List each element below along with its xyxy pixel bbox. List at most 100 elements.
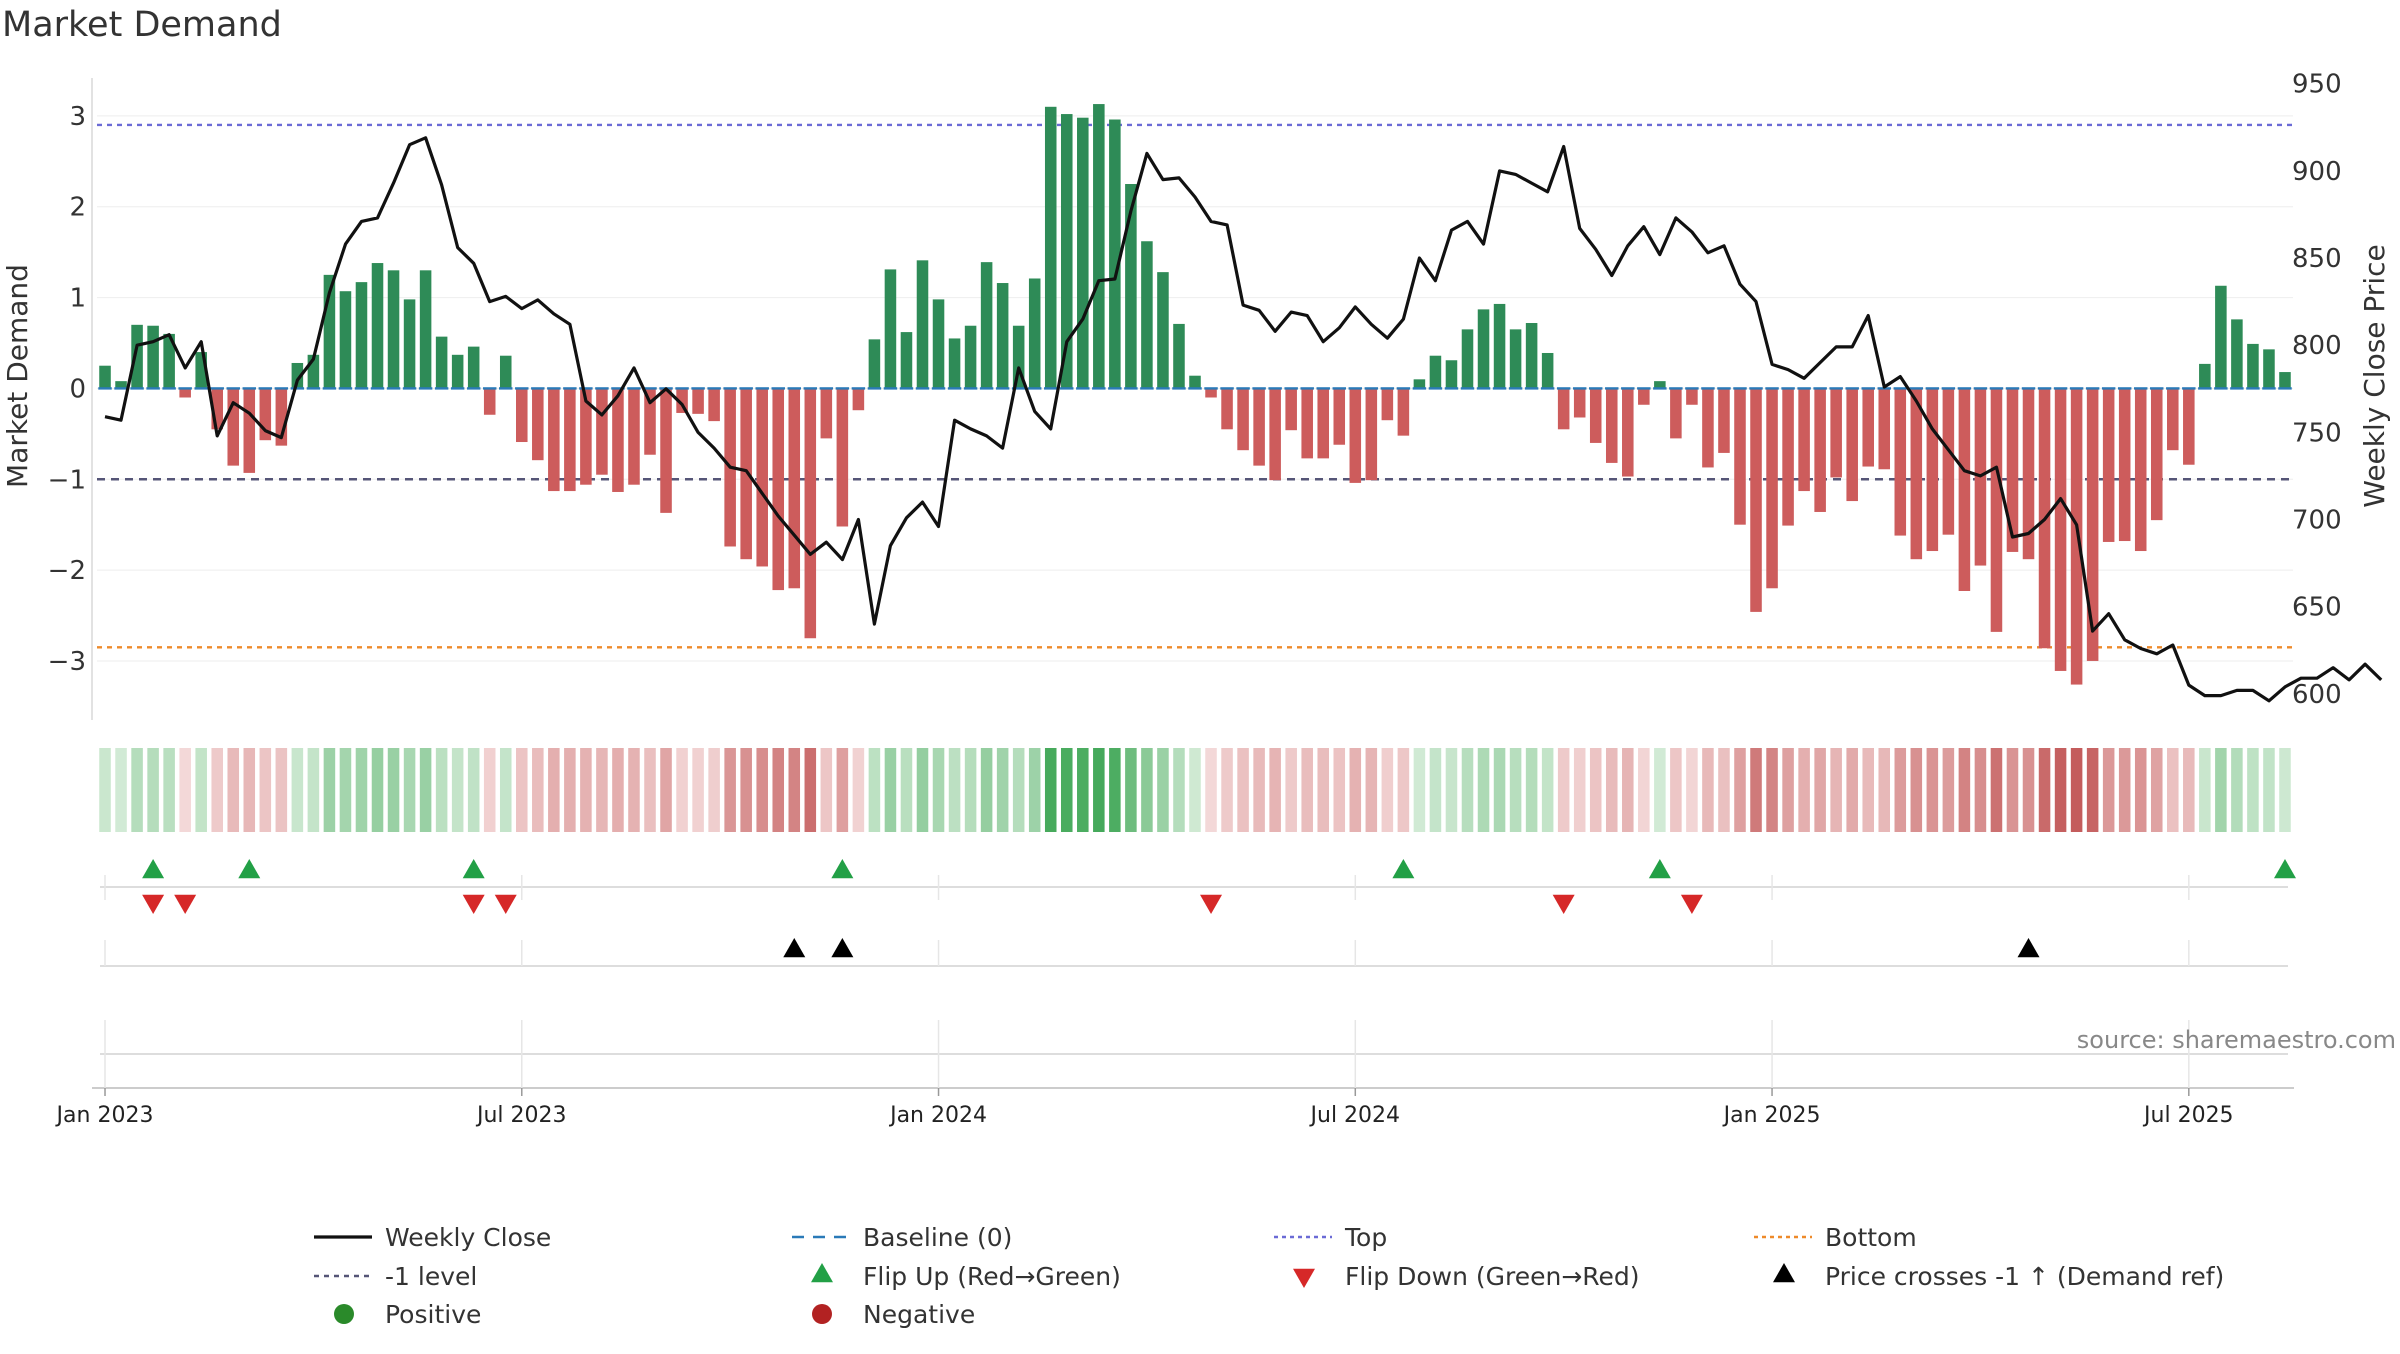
heat-strip-cell xyxy=(836,748,849,832)
heat-strip-cell xyxy=(1541,748,1554,832)
heat-strip-cell xyxy=(852,748,865,832)
demand-bar xyxy=(1541,352,1554,389)
demand-bar xyxy=(1926,388,1939,552)
heat-strip-cell xyxy=(1221,748,1233,832)
heat-strip-cell xyxy=(644,748,656,832)
x-tick-label: Jan 2023 xyxy=(55,1103,154,1128)
heat-strip-cell xyxy=(2070,748,2083,832)
demand-bar xyxy=(2006,388,2019,552)
demand-bar xyxy=(179,388,191,398)
heat-strip-cell xyxy=(403,748,416,832)
demand-bar xyxy=(2183,388,2195,465)
left-tick-label: 2 xyxy=(69,193,86,223)
demand-bar xyxy=(451,354,464,389)
demand-bar xyxy=(419,270,432,389)
flip-up-marker xyxy=(238,859,261,879)
demand-bar xyxy=(499,355,512,389)
heat-strip-cell xyxy=(628,748,640,832)
heat-strip-cell xyxy=(820,748,833,832)
heat-strip-cell xyxy=(1605,748,1618,832)
heat-strip-cell xyxy=(1060,748,1073,832)
heat-strip-cell xyxy=(99,748,111,832)
legend-label: Negative xyxy=(863,1300,975,1329)
heat-strip-cell xyxy=(179,748,191,832)
heat-strip-cell xyxy=(1205,748,1217,832)
heat-strip-cell xyxy=(1798,748,1810,832)
price-cross-marker xyxy=(2017,938,2040,958)
heat-strip-cell xyxy=(1109,748,1121,832)
demand-bar xyxy=(2279,372,2291,389)
heat-strip-cell xyxy=(1750,748,1762,832)
heat-strip-cell xyxy=(1830,748,1842,832)
demand-bar xyxy=(836,388,849,527)
flip-up-marker xyxy=(142,859,165,879)
heat-strip-cell xyxy=(1317,748,1330,832)
heat-strip-cell xyxy=(2263,748,2275,832)
heat-strip-cell xyxy=(1622,748,1634,832)
heat-strip-cell xyxy=(1141,748,1153,832)
heat-strip-cell xyxy=(884,748,897,832)
demand-bar xyxy=(1990,388,2003,632)
y-axis-label-left: Market Demand xyxy=(1,264,34,488)
heat-strip-cell xyxy=(1654,748,1666,832)
legend-swatch-circle xyxy=(334,1304,354,1324)
demand-bar xyxy=(1205,388,1217,398)
demand-bar xyxy=(1237,388,1249,451)
demand-bar xyxy=(1910,388,1923,560)
heat-strip-cell xyxy=(580,748,592,832)
legend-label: Price crosses -1 ↑ (Demand ref) xyxy=(1825,1262,2224,1291)
demand-bar xyxy=(612,388,624,492)
heat-strip-cell xyxy=(1301,748,1313,832)
legend-item: Flip Down (Green→Red) xyxy=(1293,1262,1640,1291)
heat-strip-cell xyxy=(2006,748,2019,832)
demand-bar xyxy=(2134,388,2147,552)
price-cross-marker xyxy=(783,938,806,958)
demand-bar xyxy=(483,388,496,415)
demand-bar xyxy=(1012,325,1025,389)
demand-bar xyxy=(2070,388,2083,685)
heat-strip-cell xyxy=(2086,748,2099,832)
x-tick-label: Jul 2023 xyxy=(475,1103,567,1128)
demand-bar xyxy=(1109,119,1121,389)
right-tick-label: 600 xyxy=(2292,680,2342,710)
heat-strip-cell xyxy=(1333,748,1346,832)
heat-strip-cell xyxy=(435,748,448,832)
demand-bar xyxy=(467,346,480,389)
flip-markers xyxy=(100,859,2296,1055)
heat-strip-cell xyxy=(660,748,672,832)
demand-bar xyxy=(2022,388,2035,560)
demand-bar xyxy=(1317,388,1330,459)
legend-item: Flip Up (Red→Green) xyxy=(811,1262,1121,1291)
heat-strip-cell xyxy=(115,748,127,832)
heat-strip-cell xyxy=(339,748,352,832)
heat-strip-cell xyxy=(2118,748,2131,832)
demand-bar xyxy=(996,283,1009,389)
demand-bar xyxy=(1253,388,1265,466)
demand-bar xyxy=(1429,355,1442,389)
heat-strip-cell xyxy=(804,748,817,832)
demand-bar xyxy=(772,388,785,591)
heat-strip-cell xyxy=(195,748,207,832)
demand-bar xyxy=(820,388,833,439)
heat-strip-cell xyxy=(1189,748,1201,832)
demand-bar xyxy=(1734,388,1746,525)
flip-down-marker xyxy=(1680,894,1703,914)
heat-strip-cell xyxy=(291,748,304,832)
demand-bar xyxy=(516,388,528,443)
flip-down-marker xyxy=(174,894,197,914)
heat-strip-cell xyxy=(900,748,913,832)
heat-strip-cell xyxy=(1461,748,1474,832)
heat-strip-cell xyxy=(2167,748,2179,832)
demand-bar xyxy=(788,388,801,589)
heat-strip-cell xyxy=(371,748,384,832)
legend-label: Flip Up (Red→Green) xyxy=(863,1262,1121,1291)
heat-strip-cell xyxy=(1734,748,1746,832)
demand-bar xyxy=(1349,388,1362,483)
demand-bar xyxy=(435,336,448,389)
demand-bar xyxy=(596,388,608,475)
demand-bar xyxy=(2118,388,2131,542)
heat-strip-cell xyxy=(1429,748,1442,832)
demand-bar xyxy=(1141,241,1153,389)
demand-bar xyxy=(1060,114,1073,389)
